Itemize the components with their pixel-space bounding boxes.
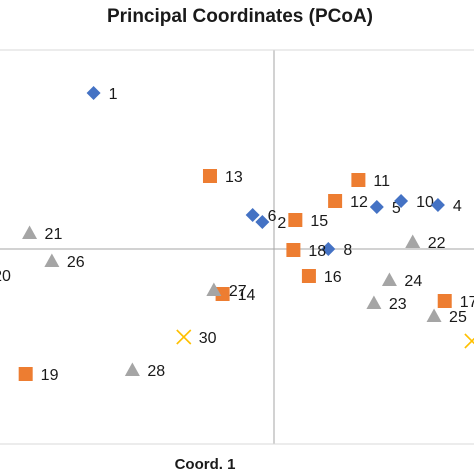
point-label-2: 2 [277, 215, 286, 232]
point-label-22: 22 [428, 235, 446, 252]
point-marker-21 [22, 225, 38, 239]
point-marker-8 [321, 242, 336, 256]
point-label-19: 19 [41, 367, 59, 384]
point-label-12: 12 [350, 194, 368, 211]
point-marker-27 [206, 282, 222, 296]
point-label-15: 15 [310, 213, 328, 230]
point-label-14: 14 [238, 287, 256, 304]
point-label-30: 30 [199, 330, 217, 347]
point-marker-5 [369, 200, 384, 214]
point-marker-11 [351, 173, 366, 187]
point-marker-s3p1 [464, 333, 474, 349]
point-label-17: 17 [460, 294, 474, 311]
point-label-16: 16 [324, 269, 342, 286]
point-marker-26 [44, 253, 60, 267]
point-marker-23 [366, 295, 382, 309]
point-marker-10 [394, 194, 409, 208]
point-marker-4 [430, 198, 445, 212]
point-label-24: 24 [404, 273, 422, 290]
point-marker-25 [426, 308, 442, 322]
point-label-4: 4 [453, 198, 462, 215]
point-marker-19 [18, 367, 33, 381]
point-marker-18 [286, 243, 301, 257]
point-marker-16 [301, 269, 316, 283]
point-marker-15 [288, 213, 303, 227]
point-marker-6 [245, 208, 260, 222]
data-points: 1625104813111215181614171921262027222423… [0, 86, 474, 384]
point-label-23: 23 [389, 296, 407, 313]
point-label-13: 13 [225, 169, 243, 186]
point-label-20: 20 [0, 268, 11, 285]
point-marker-2 [255, 215, 270, 229]
point-marker-1 [86, 86, 101, 100]
point-label-10: 10 [416, 194, 434, 211]
point-label-5: 5 [392, 200, 401, 217]
point-marker-22 [405, 234, 421, 248]
point-label-6: 6 [268, 208, 277, 225]
point-label-8: 8 [343, 242, 352, 259]
point-marker-30 [176, 329, 192, 345]
point-marker-17 [437, 294, 452, 308]
axes [0, 49, 474, 445]
point-label-21: 21 [45, 226, 63, 243]
point-marker-12 [328, 194, 343, 208]
point-marker-14 [215, 287, 230, 301]
point-label-18: 18 [308, 243, 326, 260]
point-label-25: 25 [449, 309, 467, 326]
point-marker-24 [381, 272, 397, 286]
point-marker-13 [202, 169, 217, 183]
point-label-1: 1 [109, 86, 118, 103]
point-label-26: 26 [67, 254, 85, 271]
point-label-27: 27 [229, 283, 247, 300]
point-label-11: 11 [373, 173, 390, 190]
point-marker-28 [124, 362, 140, 376]
point-label-28: 28 [147, 363, 165, 380]
chart-title: Principal Coordinates (PCoA) [107, 6, 373, 27]
x-axis-label: Coord. 1 [175, 456, 236, 473]
